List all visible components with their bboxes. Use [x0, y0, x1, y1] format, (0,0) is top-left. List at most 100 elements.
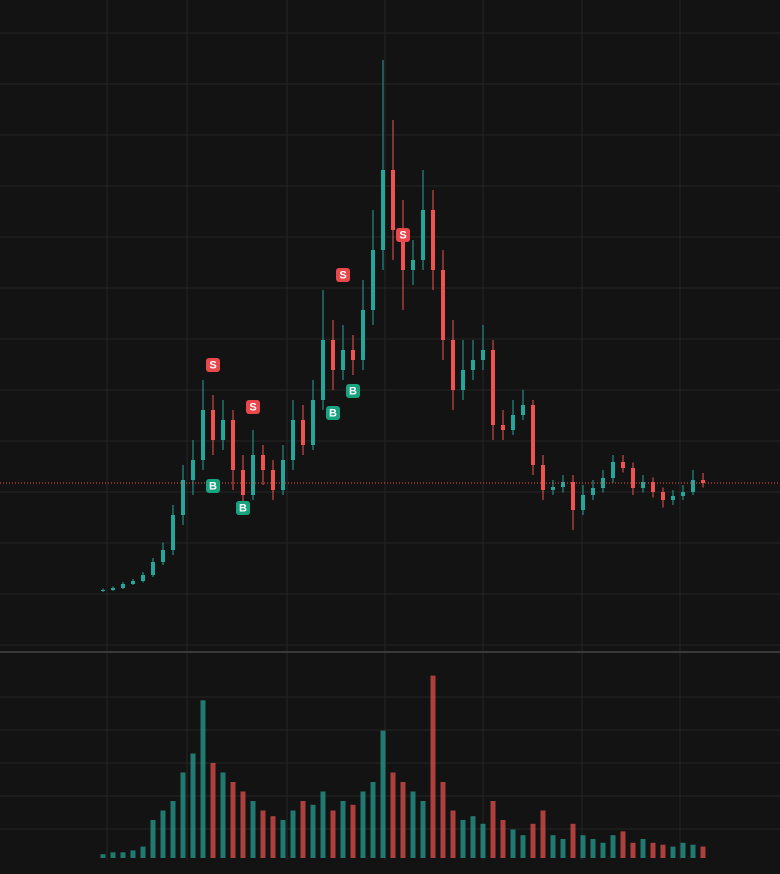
- volume-bar: [610, 835, 616, 858]
- candle-body: [661, 492, 665, 500]
- candle-body: [331, 340, 335, 370]
- volume-bar: [150, 820, 156, 858]
- trade-marker: [396, 228, 410, 242]
- candle-body: [411, 260, 415, 270]
- volume-bar: [550, 835, 556, 858]
- candle-body: [231, 420, 235, 470]
- candle-body: [361, 310, 365, 360]
- volume-bar: [530, 823, 536, 858]
- candle-body: [631, 468, 635, 488]
- volume-bar: [270, 816, 276, 858]
- volume-bar: [140, 846, 146, 858]
- volume-bar: [420, 801, 426, 858]
- trade-marker-label: S: [209, 360, 216, 372]
- candle-body: [261, 455, 265, 470]
- volume-bar: [680, 842, 686, 858]
- candle-body: [441, 270, 445, 340]
- volume-bar: [200, 700, 206, 858]
- volume-bar: [490, 801, 496, 858]
- candle-body: [111, 588, 115, 590]
- candle-body: [191, 460, 195, 480]
- volume-bar: [650, 842, 656, 858]
- volume-bar: [510, 829, 516, 858]
- volume-bar: [500, 820, 506, 858]
- candle-body: [311, 400, 315, 445]
- candle-body: [471, 360, 475, 370]
- candle-body: [401, 230, 405, 270]
- volume-bar: [590, 839, 596, 858]
- trade-marker-label: B: [209, 481, 217, 493]
- candle-body: [461, 370, 465, 390]
- volume-bar: [520, 835, 526, 858]
- volume-bar: [310, 804, 316, 858]
- volume-bar: [460, 820, 466, 858]
- volume-bar: [170, 801, 176, 858]
- volume-bar: [470, 816, 476, 858]
- candle-body: [101, 590, 105, 591]
- candle-body: [181, 480, 185, 515]
- candle-body: [651, 482, 655, 492]
- volume-bar: [260, 810, 266, 858]
- candle-body: [351, 350, 355, 360]
- candle-body: [431, 210, 435, 270]
- volume-bar: [120, 852, 126, 858]
- candle-body: [451, 340, 455, 390]
- candle-body: [281, 460, 285, 490]
- volume-bar: [440, 782, 446, 858]
- candle-body: [551, 487, 555, 490]
- candle-body: [291, 420, 295, 460]
- volume-bar: [630, 842, 636, 858]
- volume-bar: [600, 842, 606, 858]
- trade-marker-label: S: [339, 270, 346, 282]
- trade-marker-label: B: [349, 386, 357, 398]
- volume-bar: [220, 772, 226, 858]
- candle-body: [271, 470, 275, 490]
- candle-body: [481, 350, 485, 360]
- trade-marker-label: B: [239, 503, 247, 515]
- volume-bar: [410, 791, 416, 858]
- volume-bar: [560, 839, 566, 858]
- volume-bar: [690, 844, 696, 858]
- volume-bar: [620, 831, 626, 858]
- candle-body: [391, 170, 395, 230]
- volume-bar: [240, 791, 246, 858]
- candle-body: [581, 495, 585, 510]
- candle-body: [131, 581, 135, 584]
- volume-bar: [280, 820, 286, 858]
- candle-body: [421, 210, 425, 260]
- volume-bar: [450, 810, 456, 858]
- trade-marker: [336, 268, 350, 282]
- candle-body: [641, 482, 645, 488]
- candle-body: [571, 482, 575, 510]
- volume-bar: [580, 835, 586, 858]
- volume-bar: [380, 730, 386, 858]
- volume-bar: [670, 846, 676, 858]
- volume-bar: [540, 810, 546, 858]
- candle-body: [531, 405, 535, 465]
- candle-body: [161, 550, 165, 562]
- candle-body: [341, 350, 345, 370]
- candle-body: [301, 420, 305, 445]
- volume-bar: [230, 782, 236, 858]
- candle-body: [541, 465, 545, 490]
- volume-bar: [660, 844, 666, 858]
- candle-body: [381, 170, 385, 250]
- trade-marker-label: B: [329, 408, 337, 420]
- candle-body: [171, 515, 175, 550]
- candle-body: [491, 350, 495, 425]
- candle-body: [151, 562, 155, 575]
- candle-body: [671, 496, 675, 500]
- volume-bar: [370, 782, 376, 858]
- trade-marker-label: S: [249, 402, 256, 414]
- volume-bar: [160, 810, 166, 858]
- volume-bar: [290, 810, 296, 858]
- candle-body: [701, 480, 705, 483]
- trade-marker: [206, 358, 220, 372]
- volume-bar: [190, 753, 196, 858]
- volume-bar: [300, 801, 306, 858]
- candle-body: [511, 415, 515, 430]
- candle-body: [321, 340, 325, 400]
- volume-bar: [330, 810, 336, 858]
